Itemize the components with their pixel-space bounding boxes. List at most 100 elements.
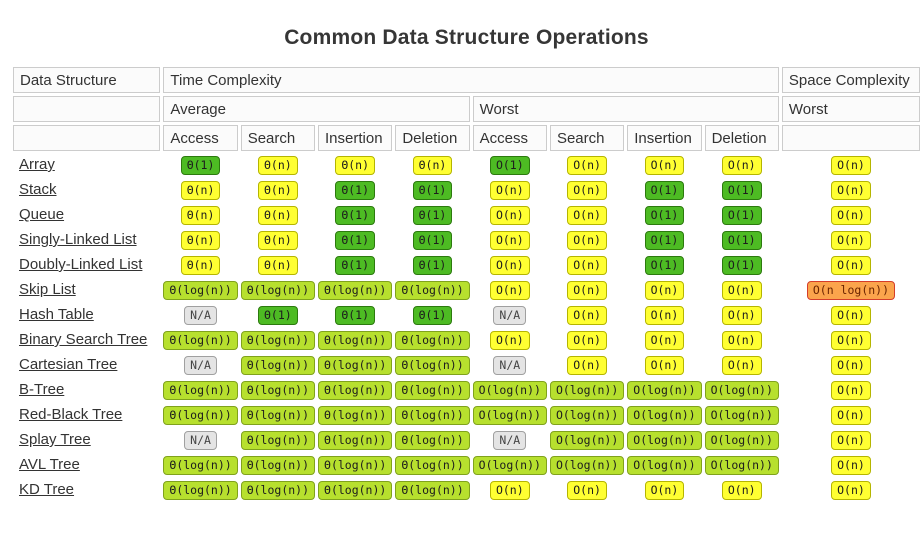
complexity-cell: N/A bbox=[473, 354, 547, 376]
header-op-insertion-worst: Insertion bbox=[627, 125, 702, 151]
data-structure-link[interactable]: KD Tree bbox=[19, 481, 75, 498]
complexity-cell: Θ(1) bbox=[395, 204, 469, 226]
space-complexity-cell: O(n) bbox=[782, 229, 920, 251]
header-empty bbox=[13, 96, 161, 122]
complexity-badge: N/A bbox=[493, 305, 527, 325]
complexity-cell: O(1) bbox=[473, 154, 547, 176]
data-structure-cell: Singly-Linked List bbox=[13, 229, 160, 251]
complexity-badge: O(n) bbox=[489, 280, 530, 300]
header-worst-time: Worst bbox=[472, 96, 779, 122]
complexity-cell: O(1) bbox=[705, 179, 779, 201]
space-complexity-cell: O(n) bbox=[782, 204, 920, 226]
complexity-badge: O(n) bbox=[721, 280, 762, 300]
complexity-badge: Θ(log(n)) bbox=[240, 380, 316, 400]
complexity-badge: O(n) bbox=[567, 230, 607, 250]
data-structure-cell: Skip List bbox=[13, 279, 160, 301]
space-complexity-cell: O(n) bbox=[782, 254, 920, 276]
complexity-badge: O(n) bbox=[831, 230, 871, 250]
complexity-badge: O(n) bbox=[831, 355, 871, 375]
complexity-badge: O(n) bbox=[644, 355, 685, 375]
complexity-badge: O(1) bbox=[721, 205, 762, 225]
complexity-badge: Θ(log(n)) bbox=[395, 480, 470, 500]
data-structure-link[interactable]: B-Tree bbox=[19, 381, 65, 398]
complexity-badge: O(n) bbox=[644, 330, 685, 350]
table-row: KD Tree Θ(log(n)) Θ(log(n)) Θ(log(n)) Θ(log… bbox=[13, 479, 920, 501]
complexity-cell: O(n) bbox=[473, 479, 547, 501]
complexity-cell: O(1) bbox=[627, 254, 701, 276]
space-complexity-cell: O(n) bbox=[782, 479, 920, 501]
complexity-badge: O(1) bbox=[644, 255, 685, 275]
data-structure-link[interactable]: Cartesian Tree bbox=[19, 356, 118, 373]
complexity-cell: Θ(log(n)) bbox=[163, 379, 238, 401]
table-row: Stack Θ(n) Θ(n) Θ(1) Θ(1) O(n) O(n) O(1) O(1) O(… bbox=[13, 179, 920, 201]
complexity-badge: O(n) bbox=[567, 155, 607, 175]
complexity-badge: Θ(1) bbox=[412, 180, 453, 200]
complexity-cell: O(log(n)) bbox=[472, 404, 547, 426]
table-row: Red-Black Tree Θ(log(n)) Θ(log(n)) Θ(log(n… bbox=[13, 404, 920, 426]
complexity-cell: Θ(log(n)) bbox=[163, 404, 238, 426]
data-structure-link[interactable]: Splay Tree bbox=[19, 431, 91, 448]
complexity-badge: Θ(log(n)) bbox=[240, 280, 316, 300]
table-row: Cartesian Tree N/A Θ(log(n)) Θ(log(n)) Θ(lo… bbox=[13, 354, 920, 376]
space-complexity-cell: O(n) bbox=[782, 354, 920, 376]
complexity-cell: O(n) bbox=[473, 204, 547, 226]
complexity-badge: Θ(n) bbox=[258, 255, 298, 275]
complexity-badge: O(log(n)) bbox=[549, 380, 625, 400]
complexity-badge: O(log(n)) bbox=[704, 430, 779, 450]
complexity-cell: Θ(log(n)) bbox=[163, 454, 238, 476]
complexity-badge: N/A bbox=[184, 430, 217, 450]
complexity-cell: O(n) bbox=[550, 179, 624, 201]
complexity-cell: Θ(n) bbox=[241, 254, 315, 276]
complexity-badge: Θ(n) bbox=[412, 155, 453, 175]
complexity-cell: Θ(n) bbox=[395, 154, 469, 176]
complexity-badge: O(log(n)) bbox=[549, 430, 625, 450]
complexity-cell: O(log(n)) bbox=[704, 454, 779, 476]
space-complexity-cell: O(n) bbox=[782, 404, 920, 426]
data-structure-cell: Cartesian Tree bbox=[13, 354, 160, 376]
complexity-cell: Θ(log(n)) bbox=[240, 379, 316, 401]
complexity-badge: Θ(log(n)) bbox=[163, 280, 238, 300]
complexity-cell: Θ(log(n)) bbox=[318, 479, 393, 501]
complexity-cell: Θ(log(n)) bbox=[318, 429, 393, 451]
complexity-cell: Θ(log(n)) bbox=[240, 404, 316, 426]
complexity-cell: O(n) bbox=[550, 304, 624, 326]
complexity-badge: Θ(1) bbox=[258, 305, 298, 325]
data-structure-link[interactable]: Array bbox=[19, 156, 55, 173]
complexity-cell: Θ(log(n)) bbox=[163, 329, 238, 351]
data-structure-link[interactable]: Red-Black Tree bbox=[19, 406, 123, 423]
header-empty bbox=[13, 125, 161, 151]
space-complexity-cell: O(n) bbox=[782, 329, 920, 351]
data-structure-link[interactable]: Doubly-Linked List bbox=[19, 256, 143, 273]
complexity-badge: Θ(log(n)) bbox=[240, 455, 316, 475]
complexity-cell: O(n) bbox=[705, 354, 779, 376]
data-structure-link[interactable]: Queue bbox=[19, 206, 65, 223]
table-row: Skip List Θ(log(n)) Θ(log(n)) Θ(log(n)) Θ(l… bbox=[13, 279, 920, 301]
complexity-badge: O(1) bbox=[721, 230, 762, 250]
complexity-badge: Θ(log(n)) bbox=[318, 430, 393, 450]
complexity-cell: O(1) bbox=[627, 179, 701, 201]
complexity-cell: O(log(n)) bbox=[704, 379, 779, 401]
complexity-badge: O(1) bbox=[644, 180, 685, 200]
complexity-cell: O(log(n)) bbox=[704, 404, 779, 426]
complexity-badge: Θ(n) bbox=[258, 155, 298, 175]
complexity-cell: O(n) bbox=[627, 154, 701, 176]
page: Common Data Structure Operations Data St… bbox=[0, 26, 923, 504]
complexity-badge: Θ(log(n)) bbox=[395, 380, 470, 400]
complexity-cell: Θ(n) bbox=[163, 229, 237, 251]
complexity-badge: O(n) bbox=[721, 330, 762, 350]
complexity-cell: Θ(log(n)) bbox=[163, 279, 238, 301]
complexity-badge: N/A bbox=[184, 305, 217, 325]
data-structure-link[interactable]: AVL Tree bbox=[19, 456, 80, 473]
complexity-cell: N/A bbox=[163, 354, 237, 376]
data-structure-link[interactable]: Skip List bbox=[19, 281, 76, 298]
complexity-cell: O(1) bbox=[705, 204, 779, 226]
complexity-badge: O(n) bbox=[644, 305, 685, 325]
complexity-badge: Θ(log(n)) bbox=[395, 280, 470, 300]
data-structure-link[interactable]: Stack bbox=[19, 181, 57, 198]
complexity-cell: Θ(log(n)) bbox=[318, 354, 393, 376]
data-structure-link[interactable]: Hash Table bbox=[19, 306, 94, 323]
complexity-badge: Θ(log(n)) bbox=[163, 480, 238, 500]
data-structure-link[interactable]: Singly-Linked List bbox=[19, 231, 137, 248]
data-structure-link[interactable]: Binary Search Tree bbox=[19, 331, 148, 348]
complexity-cell: Θ(log(n)) bbox=[240, 429, 316, 451]
